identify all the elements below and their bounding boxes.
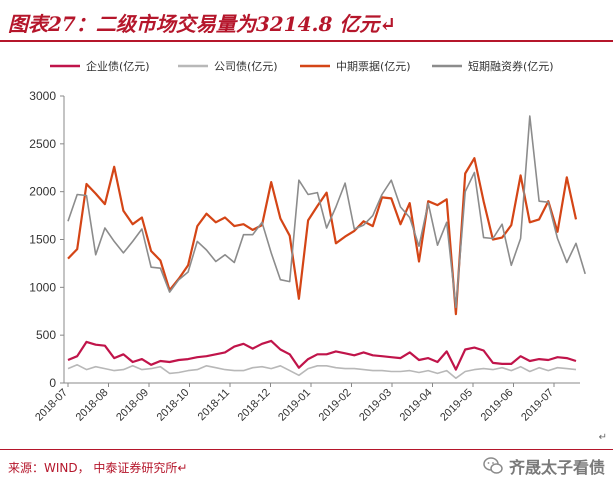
x-tick-label: 2018-09 — [114, 387, 151, 424]
legend: 企业债(亿元) 公司债(亿元) 中期票据(亿元) 短期融资券(亿元) — [50, 59, 554, 73]
legend-label-mtn: 中期票据(亿元) — [336, 59, 411, 73]
series-line-enterprise — [67, 339, 577, 371]
series-line-mtn — [67, 157, 578, 316]
footer-divider — [0, 449, 613, 450]
y-tick-label: 0 — [49, 376, 56, 390]
x-tick-label: 2018-07 — [33, 387, 70, 424]
x-tick-label: 2019-01 — [276, 387, 313, 424]
series-line-scp — [67, 115, 586, 309]
brand-watermark: 齐晟太子看债 — [483, 454, 605, 478]
x-tick-label: 2019-07 — [519, 387, 556, 424]
x-tick-label: 2019-03 — [357, 387, 394, 424]
wechat-icon — [483, 457, 503, 474]
chart-title: 图表27：二级市场交易量为3214.8 亿元↵ — [8, 12, 397, 36]
paragraph-mark: ↵ — [598, 432, 607, 443]
x-tick-label: 2018-12 — [236, 387, 273, 424]
title-bar: 图表27：二级市场交易量为3214.8 亿元↵ — [0, 0, 613, 42]
x-tick-label: 2018-08 — [74, 387, 111, 424]
series-line-company — [67, 363, 577, 380]
legend-label-scp: 短期融资券(亿元) — [468, 59, 554, 73]
brand-name: 齐晟太子看债 — [508, 458, 605, 477]
x-tick-label: 2019-06 — [479, 387, 516, 424]
x-tick-label: 2019-04 — [398, 387, 435, 424]
x-axis: 2018-07 2018-08 2018-09 2018-10 2018-11 2018-… — [33, 382, 580, 424]
x-tick-label: 2019-05 — [438, 387, 475, 424]
line-chart: 企业债(亿元) 公司债(亿元) 中期票据(亿元) 短期融资券(亿元) 0 500 1000… — [29, 59, 586, 424]
y-axis: 0 500 1000 1500 2000 2500 3000 — [29, 89, 65, 390]
y-tick-label: 2500 — [29, 137, 56, 151]
legend-label-company: 公司债(亿元) — [214, 59, 278, 73]
x-tick-label: 2019-02 — [317, 387, 354, 424]
y-tick-label: 2000 — [29, 185, 56, 199]
y-tick-label: 1000 — [29, 280, 56, 294]
y-tick-label: 3000 — [29, 89, 56, 103]
legend-label-enterprise: 企业债(亿元) — [86, 59, 150, 73]
x-tick-label: 2018-11 — [196, 387, 232, 423]
y-tick-label: 1500 — [29, 233, 56, 247]
y-tick-label: 500 — [36, 328, 56, 342]
x-tick-label: 2018-10 — [155, 387, 192, 424]
plot-area — [67, 115, 586, 380]
source-note: 来源：WIND， 中泰证券研究所↵ — [8, 461, 188, 475]
